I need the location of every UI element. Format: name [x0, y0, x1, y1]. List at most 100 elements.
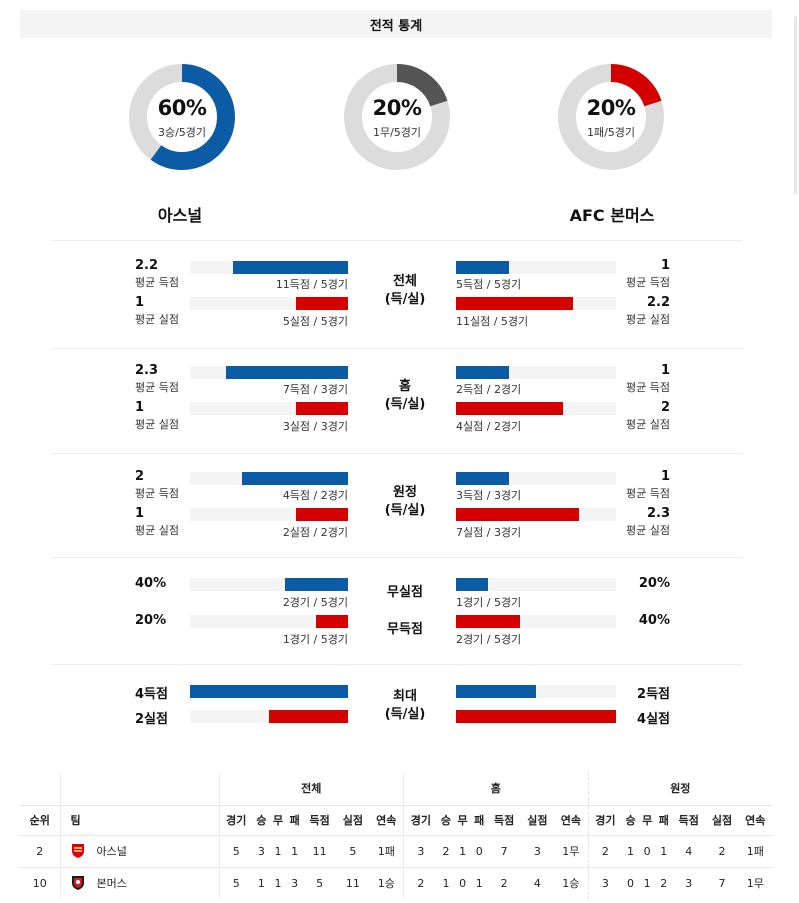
overall-패-cell: 3 — [291, 876, 299, 890]
team-cell[interactable]: 아스널 — [59, 835, 219, 868]
home-avg-conceded-label: 평균 실점 — [135, 524, 179, 537]
standings-table: 전체 홈 원정 순위 팀 경기 승 무 패 득점 실점 연속 경기 승 무 패 득점 실점 연속 경기 승 무 패… — [20, 772, 772, 899]
away-clean-sheet-caption: 1경기 / 5경기 — [456, 596, 522, 609]
away-max-scored-value: 2득점 — [637, 687, 670, 702]
home-conceded-bar — [296, 297, 348, 310]
col-overall-1: 승 — [253, 805, 270, 836]
away-scored-track — [456, 366, 616, 379]
away-no-score-value: 40% — [638, 613, 670, 628]
home-conceded-bar — [296, 402, 348, 415]
col-away-1: 승 — [622, 805, 639, 836]
overall-무-cell: 1 — [269, 835, 287, 868]
away-conceded-bar — [456, 508, 579, 521]
away-max-conceded-value: 4실점 — [637, 712, 670, 727]
home-avg-scored-label: 평균 득점 — [135, 381, 179, 394]
home-conceded-track — [190, 508, 348, 521]
col-home-5: 실점 — [520, 805, 555, 836]
stat-category-line2: (득/실) — [384, 397, 426, 412]
col-home-0: 경기 — [403, 805, 438, 836]
home-scored-caption: 4득점 / 2경기 — [282, 489, 348, 502]
donut-subtext: 1패/5경기 — [586, 126, 636, 139]
section-title-text: 전적 통계 — [369, 18, 423, 34]
stat-category-line1: 전체 — [393, 274, 417, 289]
donut-away-loss-chart — [558, 64, 664, 170]
home-no-score-bar — [316, 615, 348, 628]
team-name: 아스널 — [96, 845, 127, 858]
home-scored-caption: 7득점 / 3경기 — [282, 383, 348, 396]
col-overall-0: 경기 — [218, 805, 254, 836]
group-overall: 전체 — [218, 772, 404, 806]
stat-category-line1: 원정 — [393, 485, 417, 500]
no-score-label: 무득점 — [387, 622, 423, 637]
section-title: 전적 통계 — [20, 10, 772, 38]
table-row[interactable]: 2 아스널 5 3 1 1 11 5 1패 3 2 1 0 7 3 1무 2 1 0 1 4 2 1패 — [20, 835, 772, 868]
overall-연속-cell: 1승 — [377, 877, 395, 891]
home-conceded-bar — [296, 508, 348, 521]
col-away-0: 경기 — [587, 805, 623, 836]
col-home-6: 연속 — [554, 805, 589, 836]
overall-무-cell: 1 — [274, 876, 282, 890]
col-rank: 순위 — [20, 805, 60, 836]
home-team-name: 아스널 — [157, 206, 203, 225]
away-scored-bar — [456, 472, 509, 485]
scrollbar[interactable] — [794, 16, 797, 194]
table-row[interactable]: 10 본머스 5 1 1 3 5 11 1승 2 1 0 1 2 4 1승 3 0 1 2 3 7 1무 — [20, 867, 772, 899]
home-max-scored-bar — [190, 685, 348, 698]
stat-category-label: 홈 (득/실) — [360, 378, 450, 414]
stat-category-label: 전체 (득/실) — [360, 273, 450, 309]
team-cell[interactable]: 본머스 — [59, 867, 219, 899]
away-avg-conceded-value: 2.3 — [646, 506, 670, 521]
home-연속-cell: 1승 — [562, 877, 580, 891]
home-conceded-caption: 2실점 / 2경기 — [282, 526, 348, 539]
home-득점-cell: 7 — [487, 835, 521, 868]
donut-draw: 20% 1무/5경기 — [342, 62, 452, 172]
home-max-scored-value: 4득점 — [135, 687, 168, 702]
divider — [52, 348, 742, 349]
home-clean-sheet-value: 40% — [135, 576, 167, 591]
away-avg-scored-label: 평균 득점 — [626, 381, 670, 394]
home-conceded-caption: 3실점 / 3경기 — [282, 420, 348, 433]
home-max-conceded-value: 2실점 — [135, 712, 168, 727]
group-empty — [20, 772, 60, 806]
max-label-line1: 최대 — [393, 689, 417, 704]
home-avg-conceded-value: 1 — [135, 295, 145, 310]
group-empty — [59, 772, 219, 806]
home-clean-sheet-caption: 2경기 / 5경기 — [282, 596, 348, 609]
away-avg-conceded-label: 평균 실점 — [626, 524, 670, 537]
away-연속-cell: 1무 — [746, 877, 764, 891]
away-scored-bar — [456, 366, 509, 379]
col-away-4: 득점 — [672, 805, 706, 836]
away-max-conceded-track — [456, 710, 616, 723]
away-승-cell: 0 — [627, 876, 635, 890]
group-home: 홈 — [403, 772, 589, 806]
away-avg-scored-value: 1 — [660, 469, 670, 484]
rank-cell: 10 — [32, 876, 47, 890]
away-연속-cell: 1패 — [738, 835, 772, 868]
home-무-cell: 0 — [459, 876, 467, 890]
overall-득점-cell: 11 — [302, 835, 337, 868]
away-avg-conceded-label: 평균 실점 — [626, 313, 670, 326]
home-경기-cell: 3 — [403, 835, 438, 868]
col-overall-6: 연속 — [369, 805, 404, 836]
home-avg-scored-value: 2.2 — [135, 258, 159, 273]
away-경기-cell: 2 — [587, 835, 623, 868]
donut-subtext: 3승/5경기 — [157, 126, 207, 139]
home-scored-track — [190, 261, 348, 274]
away-max-scored-bar — [456, 685, 536, 698]
stat-category-line2: (득/실) — [384, 503, 426, 518]
home-avg-conceded-label: 평균 실점 — [135, 418, 179, 431]
col-away-6: 연속 — [738, 805, 772, 836]
home-max-conceded-bar — [269, 710, 348, 723]
home-conceded-track — [190, 297, 348, 310]
away-무-cell: 0 — [638, 835, 656, 868]
home-연속-cell: 1무 — [554, 835, 589, 868]
stat-category-line1: 홈 — [399, 379, 411, 394]
away-avg-scored-value: 1 — [660, 363, 670, 378]
donut-percent: 20% — [372, 96, 422, 120]
away-conceded-caption: 11실점 / 5경기 — [456, 315, 529, 328]
clean-sheet-label: 무실점 — [387, 585, 423, 600]
home-패-cell: 0 — [470, 835, 488, 868]
away-conceded-caption: 7실점 / 3경기 — [456, 526, 522, 539]
away-avg-scored-value: 1 — [660, 258, 670, 273]
away-clean-sheet-track — [456, 578, 616, 591]
